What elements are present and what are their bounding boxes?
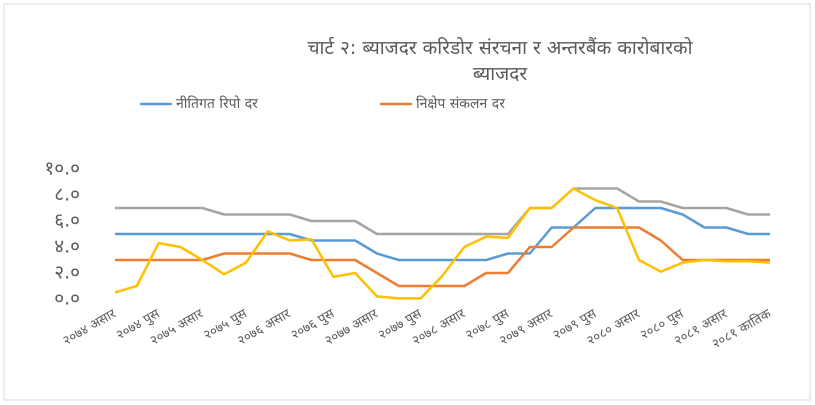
y-tick-label: १०.० bbox=[44, 158, 80, 180]
series-line bbox=[114, 187, 771, 300]
chart-title: चार्ट २: ब्याजदर करिडोर संरचना र अन्तरबै… bbox=[307, 36, 693, 85]
y-tick-label: ४.० bbox=[54, 236, 80, 258]
series-line bbox=[115, 187, 770, 236]
y-tick-label: ०.० bbox=[54, 288, 80, 310]
y-tick-label: २.० bbox=[54, 262, 80, 284]
legend-label: निक्षेप संकलन दर bbox=[416, 95, 505, 112]
series-line bbox=[115, 206, 770, 262]
y-tick-label: ६.० bbox=[54, 210, 80, 232]
y-tick-label: ८.० bbox=[54, 184, 80, 206]
chart-border bbox=[3, 3, 811, 401]
series-line bbox=[115, 226, 770, 288]
legend-label: नीतिगत रिपो दर bbox=[176, 95, 258, 112]
